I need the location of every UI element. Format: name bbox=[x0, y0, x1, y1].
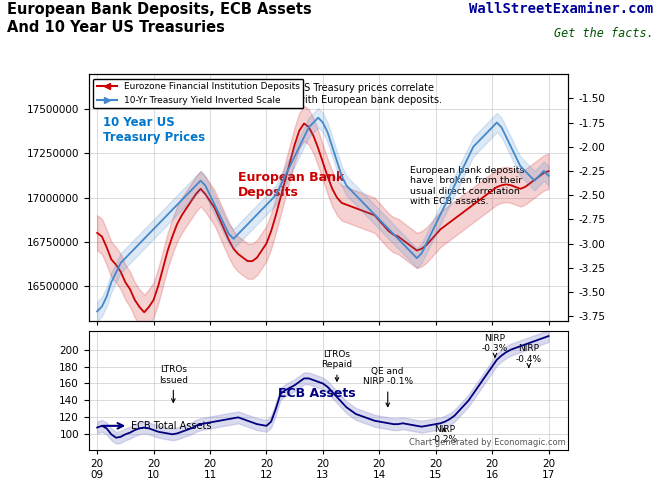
Text: European Bank
Deposits: European Bank Deposits bbox=[238, 171, 344, 199]
Text: US Treasury prices correlate
with European bank deposits.: US Treasury prices correlate with Europe… bbox=[298, 83, 442, 105]
Text: NIRP
-0.3%: NIRP -0.3% bbox=[482, 334, 508, 357]
Text: 10 Year US
Treasury Prices: 10 Year US Treasury Prices bbox=[102, 117, 205, 144]
Text: ECB Total Assets: ECB Total Assets bbox=[131, 421, 212, 431]
Text: LTROs
Issued: LTROs Issued bbox=[159, 366, 188, 402]
Text: LTROs
Repaid: LTROs Repaid bbox=[321, 350, 353, 381]
Text: European Bank Deposits, ECB Assets
And 10 Year US Treasuries: European Bank Deposits, ECB Assets And 1… bbox=[7, 2, 311, 35]
Text: European bank deposits
have  broken from their
usual direct correlation
with ECB: European bank deposits have broken from … bbox=[411, 166, 525, 206]
Text: QE and
NIRP -0.1%: QE and NIRP -0.1% bbox=[363, 367, 413, 407]
Text: Get the facts.: Get the facts. bbox=[554, 27, 654, 40]
Legend: Eurozone Financial Institution Deposits, 10-Yr Treasury Yield Inverted Scale: Eurozone Financial Institution Deposits,… bbox=[93, 79, 304, 108]
Text: Chart generated by Economagic.com: Chart generated by Economagic.com bbox=[409, 438, 566, 447]
Text: NIRP
-0.2%: NIRP -0.2% bbox=[431, 425, 457, 444]
Text: ECB Assets: ECB Assets bbox=[278, 387, 355, 400]
Text: WallStreetExaminer.com: WallStreetExaminer.com bbox=[470, 2, 654, 16]
Text: NIRP
-0.4%: NIRP -0.4% bbox=[516, 344, 542, 367]
